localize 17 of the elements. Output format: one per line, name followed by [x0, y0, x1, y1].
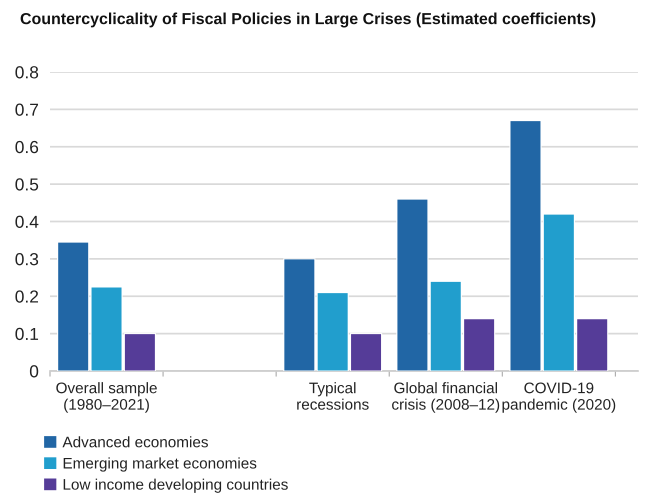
y-tick-label: 0: [30, 365, 38, 378]
y-tick-label: 0.5: [15, 178, 38, 191]
y-tick-label: 0.7: [15, 104, 38, 116]
x-tick-label: Global financial crisis (2008–12): [392, 382, 500, 413]
x-tick-label: Typical recessions: [297, 382, 369, 410]
y-tick-label: 0.1: [15, 328, 38, 340]
y-tick-label: 0.8: [15, 66, 38, 78]
legend-label: Low income developing countries: [64, 478, 288, 493]
chart-title: Countercyclicality of Fiscal Policies in Large Crises (Estimated coefficients): [20, 12, 596, 28]
y-tick-label: 0.6: [15, 140, 38, 154]
y-tick-label: 0.4: [15, 216, 38, 228]
y-tick-label: 0.3: [15, 253, 38, 266]
y-tick-label: 0.2: [15, 290, 38, 303]
x-tick-label: COVID-19 pandemic (2020): [502, 382, 616, 413]
legend-label: Emerging market economies: [64, 457, 256, 472]
x-tick-label: Overall sample (1980–2021): [56, 382, 157, 413]
legend-label: Advanced economies: [62, 436, 208, 448]
